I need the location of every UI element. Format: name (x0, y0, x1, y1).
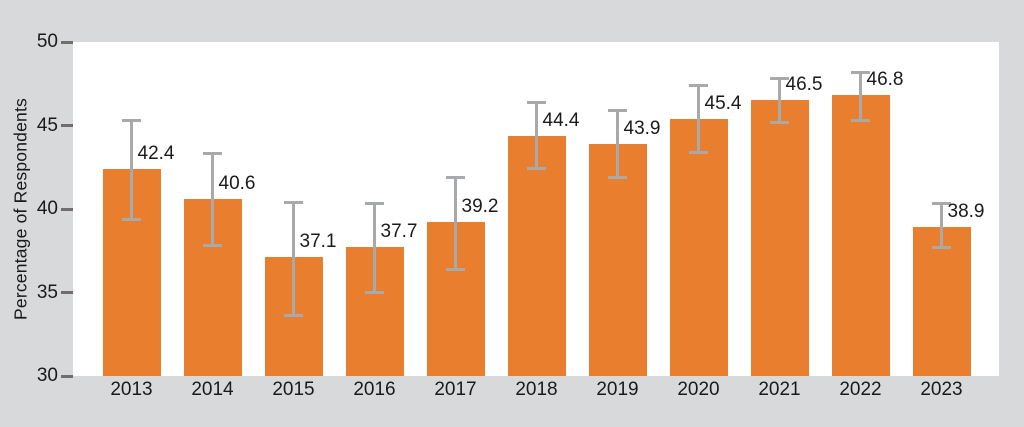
error-bar (211, 153, 214, 246)
error-bar (940, 203, 943, 248)
y-tick-label: 45 (36, 114, 58, 136)
error-bar (130, 120, 133, 219)
x-tick-label: 2016 (353, 379, 396, 400)
bar-value-label: 37.1 (299, 231, 337, 253)
bar-value-label: 45.4 (704, 92, 742, 114)
y-tick-mark (61, 291, 73, 294)
bar-value-label: 43.9 (623, 117, 661, 139)
bar (831, 95, 890, 376)
x-tick-label: 2022 (839, 379, 882, 400)
bar (912, 227, 971, 376)
y-tick-mark (61, 124, 73, 127)
error-bar-cap-top (446, 175, 465, 179)
bar (507, 135, 566, 376)
error-bar (535, 102, 538, 169)
error-bar-cap-top (770, 77, 789, 81)
bar (750, 100, 809, 376)
bar-value-label: 46.5 (785, 74, 823, 96)
error-bar-cap-bottom (446, 267, 465, 271)
bar-value-label: 37.7 (380, 221, 418, 243)
y-tick-mark (61, 40, 73, 44)
bar-value-label: 42.4 (137, 142, 175, 164)
error-bar-cap-bottom (365, 291, 384, 294)
y-tick-label: 50 (36, 31, 58, 52)
x-tick-label: 2014 (191, 379, 234, 400)
bar (669, 118, 728, 376)
error-bar-cap-top (284, 200, 303, 204)
error-bar (697, 85, 700, 153)
bar-value-label: 44.4 (542, 109, 580, 131)
bar-value-label: 39.2 (461, 196, 499, 218)
error-bar-cap-bottom (932, 245, 951, 249)
error-bar-cap-top (365, 202, 384, 206)
bar-value-label: 46.8 (866, 69, 904, 91)
error-bar-cap-top (203, 152, 222, 156)
error-bar-cap-bottom (689, 150, 708, 154)
x-tick-label: 2023 (920, 379, 963, 400)
error-bar (292, 202, 295, 316)
error-bar (454, 177, 457, 270)
error-bar-cap-top (932, 202, 951, 206)
x-tick-label: 2020 (677, 379, 720, 400)
y-tick-label: 35 (36, 281, 58, 303)
x-tick-label: 2021 (758, 379, 801, 400)
x-tick-label: 2019 (596, 379, 639, 400)
bar-value-label: 40.6 (218, 172, 256, 194)
error-bar (616, 110, 619, 178)
x-tick-label: 2013 (110, 379, 153, 400)
bar-value-label: 38.9 (947, 201, 985, 223)
error-bar-cap-bottom (122, 217, 141, 221)
error-bar-cap-bottom (527, 167, 546, 171)
error-bar (859, 72, 862, 121)
y-tick-mark (61, 207, 73, 211)
x-tick-label: 2015 (272, 379, 315, 400)
error-bar-cap-top (689, 83, 708, 87)
error-bar (373, 203, 376, 293)
y-tick-label: 40 (36, 198, 58, 219)
error-bar-cap-top (527, 100, 546, 104)
error-bar-cap-top (851, 70, 870, 74)
y-tick-label: 30 (36, 365, 58, 386)
error-bar-cap-bottom (203, 244, 222, 248)
error-bar-cap-bottom (284, 314, 303, 318)
error-bar (778, 78, 781, 123)
error-bar-cap-top (608, 108, 627, 112)
x-tick-label: 2017 (434, 379, 477, 400)
bar (588, 143, 647, 376)
y-tick-mark (61, 374, 73, 378)
error-bar-cap-bottom (608, 175, 627, 179)
error-bar-cap-bottom (851, 118, 870, 122)
error-bar-cap-top (122, 118, 141, 122)
x-tick-label: 2018 (515, 379, 558, 400)
error-bar-cap-bottom (770, 120, 789, 124)
